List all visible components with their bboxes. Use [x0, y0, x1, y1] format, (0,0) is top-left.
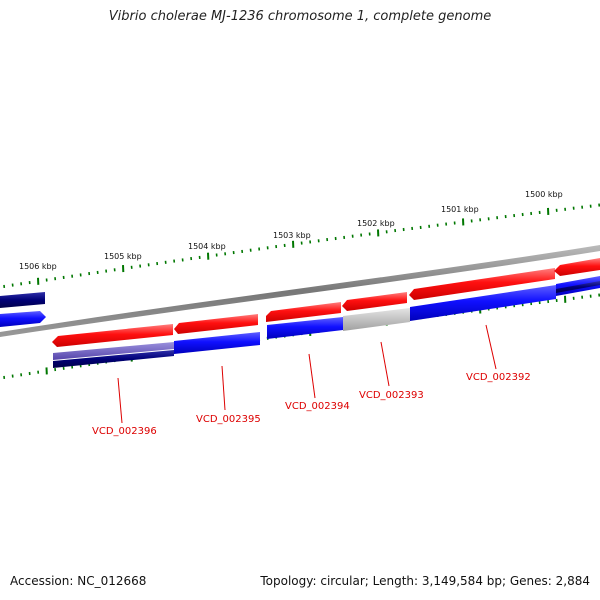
- gene-arrow-edge-forward[interactable]: [554, 258, 600, 276]
- genome-backbone: [0, 245, 600, 337]
- gene-bar-vcd-002392-reverse[interactable]: [410, 285, 556, 321]
- scale-label-1501-kbp: 1501 kbp: [441, 205, 479, 214]
- gene-label-vcd-002396[interactable]: VCD_002396: [92, 426, 157, 437]
- gene-bar-vcd-002395-reverse[interactable]: [174, 332, 260, 354]
- accession-text: Accession: NC_012668: [10, 574, 147, 588]
- scale-label-1505-kbp: 1505 kbp: [104, 252, 142, 261]
- gene-label-vcd-002392[interactable]: VCD_002392: [466, 372, 531, 383]
- leader-vcd-002394: [308, 353, 316, 399]
- gene-arrow-vcd-002392-forward[interactable]: [409, 268, 555, 300]
- gene-arrow-vcd-002396-forward[interactable]: [52, 324, 173, 347]
- forward-strand-genes: [52, 258, 600, 347]
- gene-arrow-left-blue[interactable]: [0, 311, 46, 327]
- map-title: Vibrio cholerae MJ-1236 chromosome 1, co…: [108, 9, 492, 24]
- gene-label-leaders: [117, 324, 497, 424]
- outer-scale-ticks: [3, 203, 600, 288]
- gene-label-vcd-002395[interactable]: VCD_002395: [196, 414, 261, 425]
- leader-vcd-002396: [117, 377, 123, 424]
- gene-arrow-vcd-002394-forward[interactable]: [266, 302, 341, 322]
- gene-bar-vcd-002393-reverse[interactable]: [343, 308, 410, 331]
- gene-bar-edge-navy[interactable]: [556, 281, 600, 293]
- leader-vcd-002393: [380, 341, 390, 387]
- gene-bar-vcd-002396-navy[interactable]: [53, 350, 174, 368]
- scale-label-1503-kbp: 1503 kbp: [273, 231, 311, 240]
- scale-label-1504-kbp: 1504 kbp: [188, 242, 226, 251]
- gene-bar-vcd-002396-purple[interactable]: [53, 342, 174, 360]
- leader-vcd-002395: [221, 365, 226, 411]
- gene-arrow-vcd-002393-forward[interactable]: [342, 292, 407, 311]
- scale-label-1506-kbp: 1506 kbp: [19, 262, 57, 271]
- gene-arrow-vcd-002395-forward[interactable]: [174, 314, 258, 334]
- gene-label-vcd-002393[interactable]: VCD_002393: [359, 390, 424, 401]
- leader-vcd-002392: [485, 324, 497, 370]
- scale-label-1502-kbp: 1502 kbp: [357, 219, 395, 228]
- gene-label-vcd-002394[interactable]: VCD_002394: [285, 401, 350, 412]
- gene-bar-vcd-002394-reverse[interactable]: [267, 317, 343, 339]
- reverse-strand-genes: [0, 276, 600, 368]
- gene-bar-left-navy[interactable]: [0, 292, 45, 308]
- scale-label-1500-kbp: 1500 kbp: [525, 190, 563, 199]
- topology-text: Topology: circular; Length: 3,149,584 bp…: [260, 574, 590, 588]
